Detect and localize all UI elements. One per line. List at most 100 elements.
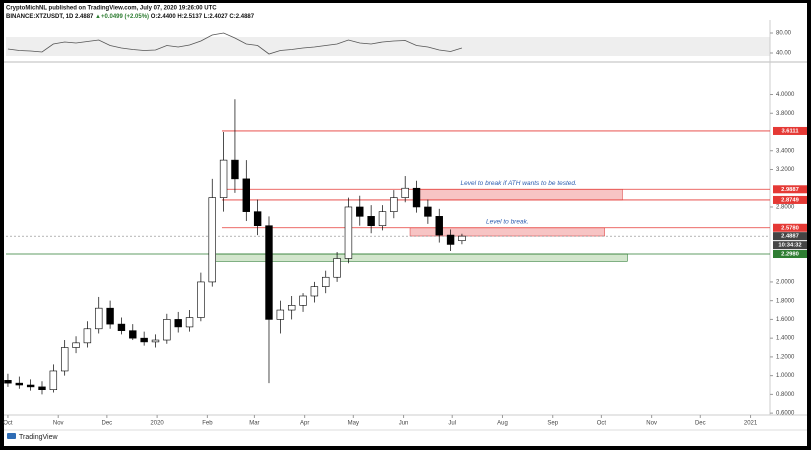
candle-body <box>231 159 239 180</box>
candle-body <box>401 187 409 198</box>
zone <box>414 188 623 201</box>
candle-body <box>287 305 296 311</box>
level-tag <box>773 195 807 204</box>
y-tick-label: 0.6000 <box>776 411 795 417</box>
y-tick-label: 2.0000 <box>776 280 795 286</box>
countdown-label: 10:34:32 <box>778 243 801 249</box>
logo <box>7 433 16 439</box>
candle-body <box>140 337 148 343</box>
logo-mark <box>7 433 16 439</box>
candle-body <box>95 307 103 330</box>
x-tick-label: Oct <box>3 421 13 427</box>
candle-body <box>265 225 273 320</box>
candle-body <box>276 309 285 320</box>
candle-body <box>344 206 353 259</box>
candle-body <box>117 323 126 331</box>
x-tick-label: Apr <box>300 421 309 427</box>
candle-body <box>333 258 341 278</box>
x-tick-label: Feb <box>202 421 213 427</box>
y-tick-label: 3.8000 <box>776 111 795 117</box>
x-tick-label: May <box>348 421 359 427</box>
candle-body <box>49 370 58 390</box>
y-tick-label: 1.8000 <box>776 298 795 304</box>
last-price-tag <box>773 232 807 241</box>
y-tick-label: 4.0000 <box>776 92 795 98</box>
y-tick-label: 2.8000 <box>776 205 795 211</box>
candle-body <box>242 178 250 212</box>
candle-body <box>106 307 114 325</box>
candle-body <box>4 380 12 384</box>
last-price-label: 2.4887 <box>781 234 799 240</box>
x-tick-label: Oct <box>597 421 607 427</box>
x-tick-label: Dec <box>695 421 706 427</box>
ohlc: O:2.4400 H:2.5137 L:2.4027 C:2.4887 <box>151 14 255 20</box>
level-label: 2.2980 <box>781 252 799 258</box>
x-tick-label: 2020 <box>150 421 164 427</box>
candle-body <box>424 206 432 217</box>
candle-body <box>185 317 194 328</box>
level-label: 2.8749 <box>781 197 800 203</box>
level-tag <box>773 250 807 259</box>
zone-note: Level to break. <box>486 218 529 225</box>
symbol: BINANCE:XTZUSDT, 1D <box>6 14 74 20</box>
candle-body <box>83 328 92 344</box>
brand: TradingView <box>19 434 58 441</box>
candle-body <box>219 159 228 198</box>
candle-body <box>197 281 205 318</box>
candle-body <box>458 235 466 242</box>
level-tag <box>773 223 807 232</box>
y-tick-label: 1.4000 <box>776 336 795 342</box>
candle-body <box>310 286 319 297</box>
x-tick-label: Nov <box>53 421 64 427</box>
zone <box>213 253 628 262</box>
level-tag <box>773 185 807 194</box>
x-tick-label: Dec <box>102 421 113 427</box>
symbol-line: BINANCE:XTZUSDT, 1D 2.4887 ▲+0.0499 (+2.… <box>6 14 255 20</box>
candle-body <box>15 382 24 386</box>
y-tick-label: 1.0000 <box>776 373 795 379</box>
y-tick-label: 80.00 <box>776 31 792 37</box>
candle-body <box>163 319 171 341</box>
candle-body <box>38 386 46 390</box>
y-tick-label: 0.8000 <box>776 392 795 398</box>
x-tick-label: Mar <box>249 421 259 427</box>
candle-body <box>299 295 307 306</box>
level-tag <box>773 126 807 135</box>
canvas <box>4 3 807 446</box>
level-label: 2.9887 <box>781 187 799 193</box>
candle-body <box>174 319 182 328</box>
zone-note: Level to break if ATH wants to be tested… <box>461 180 578 187</box>
candle-body <box>446 234 455 245</box>
x-tick-label: Jun <box>399 421 409 427</box>
candle-body <box>26 384 35 388</box>
change: ▲+0.0499 (+2.05%) <box>95 14 149 20</box>
candle-body <box>435 216 443 236</box>
candle-body <box>378 211 387 227</box>
level-label: 2.5780 <box>781 225 799 231</box>
rsi-band <box>6 37 770 56</box>
publisher: CryptoMichNL published on TradingView.co… <box>6 6 217 12</box>
rsi-line <box>7 32 463 55</box>
countdown-tag <box>773 241 807 250</box>
candle-body <box>72 342 80 348</box>
candle-body <box>322 276 330 287</box>
x-tick-label: Aug <box>497 421 508 427</box>
candle-body <box>208 197 216 283</box>
x-tick-label: 2021 <box>744 421 758 427</box>
y-tick-label: 3.2000 <box>776 167 795 173</box>
candle-body <box>390 197 398 212</box>
candle-body <box>151 339 160 343</box>
y-tick-label: 3.4000 <box>776 148 795 154</box>
candle-body <box>129 330 137 339</box>
y-tick-label: 1.6000 <box>776 317 795 323</box>
x-tick-label: Jul <box>448 421 456 427</box>
last: 2.4887 <box>75 14 94 20</box>
candle-body <box>253 211 262 227</box>
y-tick-label: 1.2000 <box>776 354 795 360</box>
candle-body <box>356 206 364 217</box>
x-tick-label: Nov <box>646 421 657 427</box>
x-tick-label: Sep <box>547 421 558 427</box>
level-label: 3.6111 <box>781 128 799 134</box>
candle-body <box>60 347 69 372</box>
